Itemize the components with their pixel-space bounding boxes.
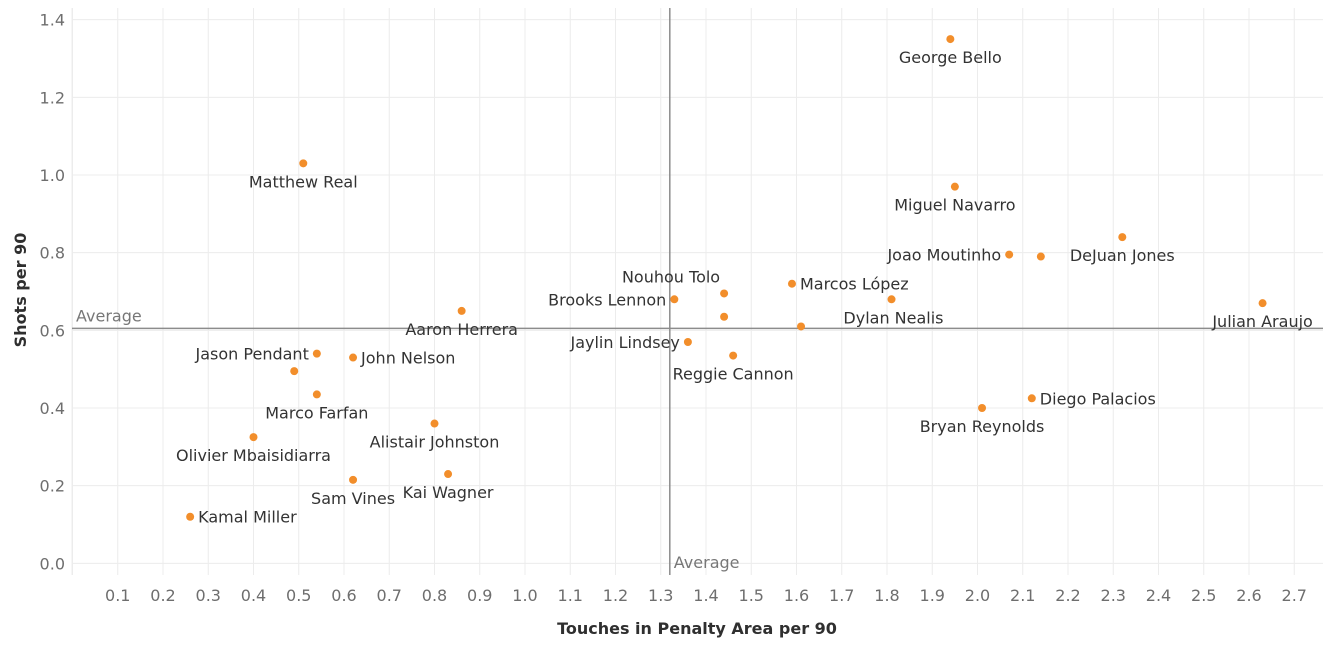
y-tick-labels: 0.0 0.2 0.4 0.6 0.8 1.0 1.2 1.4 — [40, 11, 65, 574]
point-labels: George Bello Matthew Real Miguel Navarro De… — [176, 48, 1313, 527]
reference-lines: Average Average — [72, 8, 1323, 575]
point-label: DeJuan Jones — [1070, 246, 1175, 265]
y-tick-label: 0.2 — [40, 477, 65, 496]
x-tick-label: 0.1 — [105, 586, 130, 605]
x-tick-label: 1.7 — [829, 586, 854, 605]
point-label: Marco Farfan — [265, 403, 368, 422]
data-point — [720, 312, 729, 321]
x-tick-label: 0.6 — [331, 586, 356, 605]
x-axis-title: Touches in Penalty Area per 90 — [557, 619, 837, 638]
point-label: Kamal Miller — [198, 508, 297, 527]
data-point — [299, 159, 308, 168]
x-average-label: Average — [674, 553, 740, 572]
data-point — [1005, 250, 1014, 259]
x-tick-label: 2.5 — [1191, 586, 1216, 605]
x-tick-label: 2.6 — [1236, 586, 1261, 605]
data-point — [186, 512, 195, 521]
data-point — [349, 353, 358, 362]
point-label: Jaylin Lindsey — [569, 333, 679, 352]
x-tick-label: 1.0 — [512, 586, 537, 605]
data-point — [249, 433, 258, 442]
y-tick-label: 0.8 — [40, 244, 65, 263]
point-label: Sam Vines — [311, 489, 395, 508]
x-tick-label: 1.5 — [739, 586, 764, 605]
point-label: Kai Wagner — [403, 483, 494, 502]
x-tick-label: 1.8 — [874, 586, 899, 605]
data-point — [430, 419, 439, 428]
x-tick-label: 1.3 — [648, 586, 673, 605]
point-label: Nouhou Tolo — [622, 267, 720, 286]
data-point — [797, 322, 806, 331]
point-label: Bryan Reynolds — [920, 417, 1045, 436]
point-label: Miguel Navarro — [894, 196, 1015, 215]
point-label: Brooks Lennon — [548, 290, 666, 309]
x-tick-label: 2.4 — [1146, 586, 1171, 605]
data-point — [1027, 394, 1036, 403]
data-point — [670, 295, 679, 304]
x-tick-label: 2.1 — [1010, 586, 1035, 605]
point-label: Jason Pendant — [195, 345, 309, 364]
point-label: Matthew Real — [249, 172, 358, 191]
x-tick-label: 0.9 — [467, 586, 492, 605]
x-tick-label: 1.1 — [558, 586, 583, 605]
y-tick-label: 0.0 — [40, 554, 65, 573]
data-point — [1258, 299, 1267, 308]
x-tick-label: 0.7 — [377, 586, 402, 605]
point-label: John Nelson — [360, 349, 455, 368]
y-tick-label: 1.0 — [40, 166, 65, 185]
x-tick-label: 0.8 — [422, 586, 447, 605]
x-tick-label: 0.3 — [196, 586, 221, 605]
x-tick-label: 2.3 — [1101, 586, 1126, 605]
x-tick-label: 1.6 — [784, 586, 809, 605]
data-point — [729, 351, 738, 360]
x-tick-label: 2.2 — [1055, 586, 1080, 605]
y-tick-label: 0.4 — [40, 399, 65, 418]
point-label: Marcos López — [800, 275, 909, 294]
data-point — [444, 470, 453, 479]
x-tick-label: 1.9 — [920, 586, 945, 605]
data-point — [683, 337, 692, 346]
point-label: Reggie Cannon — [673, 365, 794, 384]
data-point — [887, 295, 896, 304]
data-point — [950, 182, 959, 191]
x-tick-label: 2.0 — [965, 586, 990, 605]
y-axis-title: Shots per 90 — [11, 233, 30, 348]
point-label: Joao Moutinho — [886, 246, 1001, 265]
data-point — [946, 35, 955, 44]
x-tick-labels: 0.1 0.2 0.3 0.4 0.5 0.6 0.7 0.8 0.9 1.0 1.1 1.2 1.3 1… — [105, 586, 1307, 605]
data-point — [720, 289, 729, 298]
data-point — [457, 306, 466, 315]
x-tick-label: 0.5 — [286, 586, 311, 605]
data-point — [312, 390, 321, 399]
point-label: Olivier Mbaisidiarra — [176, 446, 331, 465]
data-point — [787, 279, 796, 288]
y-tick-label: 1.2 — [40, 88, 65, 107]
point-label: George Bello — [899, 48, 1002, 67]
point-label: Diego Palacios — [1040, 389, 1156, 408]
y-tick-label: 0.6 — [40, 321, 65, 340]
y-tick-label: 1.4 — [40, 11, 65, 30]
x-tick-label: 1.4 — [693, 586, 718, 605]
point-label: Julian Araujo — [1211, 312, 1312, 331]
data-point — [312, 349, 321, 358]
x-tick-label: 1.2 — [603, 586, 628, 605]
data-point — [349, 475, 358, 484]
x-tick-label: 2.7 — [1282, 586, 1307, 605]
x-tick-label: 0.4 — [241, 586, 266, 605]
point-label: Alistair Johnston — [370, 433, 500, 452]
data-point — [978, 404, 987, 413]
data-point — [1036, 252, 1045, 261]
data-points — [186, 35, 1267, 521]
data-point — [290, 367, 299, 376]
x-tick-label: 0.2 — [150, 586, 175, 605]
point-label: Aaron Herrera — [405, 320, 518, 339]
point-label: Dylan Nealis — [843, 308, 943, 327]
data-point — [1118, 233, 1127, 242]
y-average-label: Average — [76, 306, 142, 325]
grid — [71, 8, 1323, 575]
